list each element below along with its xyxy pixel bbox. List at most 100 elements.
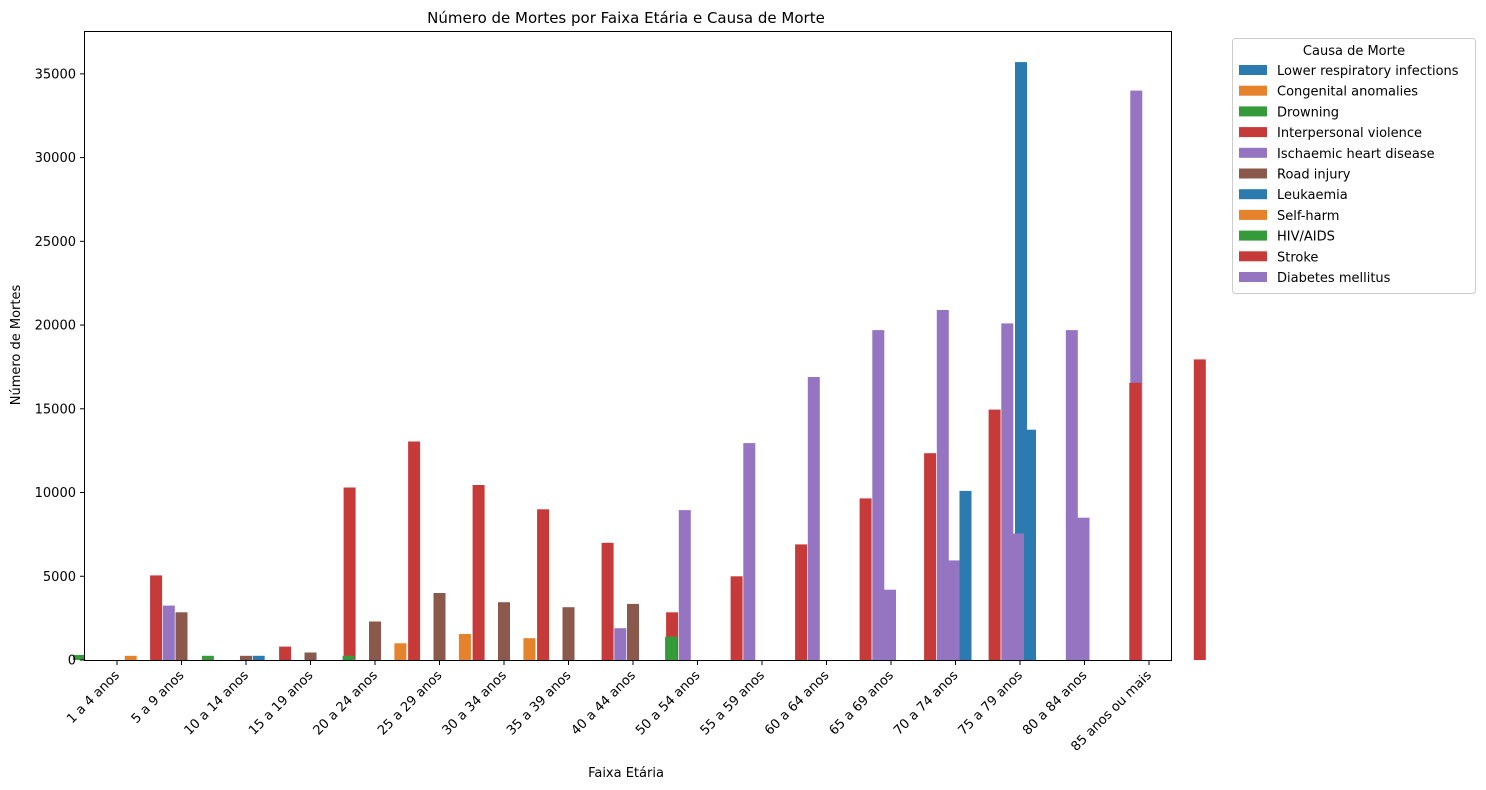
bar-interpersonal-violence (924, 453, 937, 660)
y-tick-label: 30000 (35, 151, 76, 166)
x-tick-label: 65 a 69 anos (827, 668, 897, 738)
y-tick-label: 25000 (35, 235, 76, 250)
bar-interpersonal-violence (150, 575, 163, 660)
bar-ischaemic-heart-disease (678, 510, 691, 660)
legend-entry-drowning: Drowning (1277, 105, 1339, 120)
bar-interpersonal-violence (472, 485, 485, 660)
x-tick-label: 20 a 24 anos (311, 668, 381, 738)
bar-road-injury (240, 655, 252, 660)
legend-swatch-diabetes-mellitus (1239, 272, 1267, 282)
legend-entry-leukaemia: Leukaemia (1277, 188, 1348, 203)
legend-entry-stroke: Stroke (1277, 250, 1318, 265)
bar-ischaemic-heart-disease (743, 443, 756, 660)
y-tick-label: 20000 (35, 319, 76, 334)
legend-swatch-lower-respiratory-infections (1239, 65, 1267, 75)
bar-road-injury (562, 607, 575, 660)
y-axis: 0 5000 10000 15000 20000 25000 30000 35000 (35, 67, 85, 669)
x-tick-label: 10 a 14 anos (182, 668, 252, 738)
y-tick-label: 10000 (35, 486, 76, 501)
bar-interpersonal-violence (859, 498, 872, 660)
legend-swatch-interpersonal-violence (1239, 127, 1267, 138)
legend-entry-lower-respiratory-infections: Lower respiratory infections (1277, 64, 1459, 79)
bar-drowning (72, 655, 85, 660)
bar-interpersonal-violence (795, 544, 808, 660)
bar-road-injury (175, 612, 188, 660)
x-tick-label: 75 a 79 anos (956, 668, 1026, 738)
y-tick-label: 35000 (35, 67, 76, 82)
legend-swatch-self-harm (1239, 209, 1267, 220)
bar-hiv-aids (342, 655, 355, 660)
bar-interpersonal-violence (279, 646, 292, 660)
bar-interpersonal-violence (601, 542, 614, 660)
bar-lower-respiratory-infections (959, 490, 972, 660)
bar-drowning (201, 655, 214, 660)
bar-road-injury (433, 593, 446, 660)
x-tick-label: 60 a 64 anos (762, 668, 832, 738)
bar-ischaemic-heart-disease (1001, 323, 1014, 660)
legend-swatch-congenital-anomalies (1239, 85, 1267, 96)
bar-stroke (1129, 382, 1142, 660)
bar-diabetes-mellitus (1013, 533, 1025, 660)
y-tick-label: 0 (68, 654, 76, 669)
bar-self-harm (523, 638, 536, 660)
x-tick-label: 1 a 4 anos (64, 668, 123, 727)
bar-ischaemic-heart-disease (872, 330, 885, 660)
bar-road-injury (627, 603, 639, 660)
bar-road-injury (369, 621, 381, 660)
x-tick-label: 40 a 44 anos (569, 668, 639, 738)
bar-diabetes-mellitus (1077, 517, 1090, 660)
legend: Causa de Morte Lower respiratory infecti… (1232, 38, 1476, 294)
x-tick-label: 70 a 74 anos (891, 668, 961, 738)
x-tick-label: 30 a 34 anos (440, 668, 510, 738)
bar-ischaemic-heart-disease (936, 310, 949, 660)
y-tick-label: 5000 (43, 570, 76, 585)
chart-title: Número de Mortes por Faixa Etária e Caus… (427, 9, 825, 27)
y-axis-label: Número de Mortes (9, 285, 24, 406)
legend-entry-ischaemic-heart-disease: Ischaemic heart disease (1277, 147, 1435, 162)
bar-interpersonal-violence (343, 487, 356, 660)
bar-road-injury (304, 652, 317, 660)
bar-interpersonal-violence (730, 576, 743, 660)
bar-road-injury (498, 602, 510, 660)
legend-entry-congenital-anomalies: Congenital anomalies (1277, 85, 1418, 100)
bars-group (72, 62, 1206, 661)
x-tick-label: 80 a 84 anos (1020, 668, 1090, 738)
y-tick-label: 15000 (35, 402, 76, 417)
bar-stroke (1193, 359, 1206, 660)
legend-swatch-road-injury (1239, 168, 1267, 179)
legend-swatch-drowning (1239, 106, 1267, 117)
legend-swatch-leukaemia (1239, 189, 1267, 200)
legend-entry-self-harm: Self-harm (1277, 209, 1339, 224)
bar-diabetes-mellitus (884, 589, 896, 660)
bar-lower-respiratory-infections (1024, 429, 1036, 660)
legend-entry-interpersonal-violence: Interpersonal violence (1277, 126, 1422, 141)
bar-self-harm (394, 643, 407, 660)
bar-diabetes-mellitus (948, 560, 961, 660)
x-tick-label: 5 a 9 anos (129, 668, 188, 727)
legend-entry-diabetes-mellitus: Diabetes mellitus (1277, 271, 1391, 286)
bar-hiv-aids (665, 636, 678, 660)
x-tick-label: 35 a 39 anos (504, 668, 574, 738)
bar-ischaemic-heart-disease (807, 377, 820, 660)
legend-swatch-stroke (1239, 251, 1267, 262)
bar-interpersonal-violence (408, 441, 421, 660)
legend-swatch-ischaemic-heart-disease (1239, 147, 1267, 158)
plot-frame (84, 31, 1172, 661)
x-axis-label: Faixa Etária (588, 766, 664, 781)
legend-title: Causa de Morte (1303, 44, 1405, 59)
bar-congenital-anomalies (124, 655, 137, 660)
bar-interpersonal-violence (988, 409, 1001, 660)
legend-box (1232, 38, 1476, 294)
bar-interpersonal-violence (537, 509, 550, 660)
bar-ischaemic-heart-disease (1065, 330, 1078, 660)
x-tick-label: 15 a 19 anos (246, 668, 316, 738)
x-tick-label: 50 a 54 anos (633, 668, 703, 738)
bar-leukaemia (252, 655, 265, 660)
x-tick-label: 55 a 59 anos (698, 668, 768, 738)
legend-entry-road-injury: Road injury (1277, 168, 1351, 183)
bar-self-harm (458, 634, 471, 660)
legend-entry-hiv-aids: HIV/AIDS (1277, 230, 1335, 245)
bar-ischaemic-heart-disease (162, 605, 175, 660)
